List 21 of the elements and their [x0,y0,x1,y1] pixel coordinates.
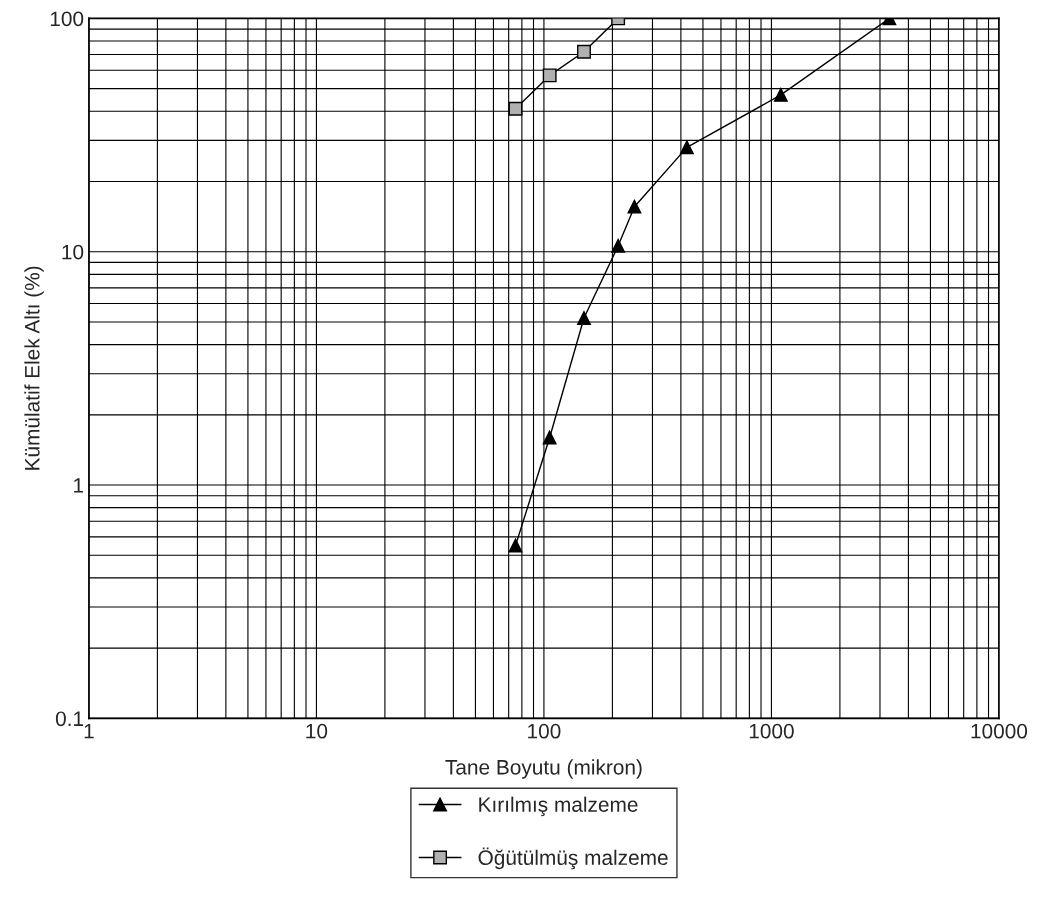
point [508,101,523,116]
x-tick-label: 100 [528,723,561,739]
x-tick-label: 10 [306,723,328,739]
point [679,140,694,155]
x-tick-label: 1000 [749,723,794,739]
y-axis-title: Kümülatif Elek Altı (%) [24,266,44,470]
x-tick-label: 1 [84,724,94,739]
y-tick-label: 10 [62,244,84,260]
point [577,311,591,325]
x-tick-label: 10000 [971,723,1028,739]
x-axis-title: Tane Boyutu (mikron) [445,759,642,779]
point [508,538,523,553]
point [542,68,557,83]
point [577,44,591,59]
y-tick-label: 1 [74,478,84,493]
point [611,238,626,253]
legend-label: Öğütülmüş malzeme [478,847,668,870]
y-tick-label: 100 [50,11,84,27]
legend-label: Kırılmış malzeme [479,796,638,817]
y-tick-label: 0.1 [55,711,84,727]
point [542,430,557,445]
